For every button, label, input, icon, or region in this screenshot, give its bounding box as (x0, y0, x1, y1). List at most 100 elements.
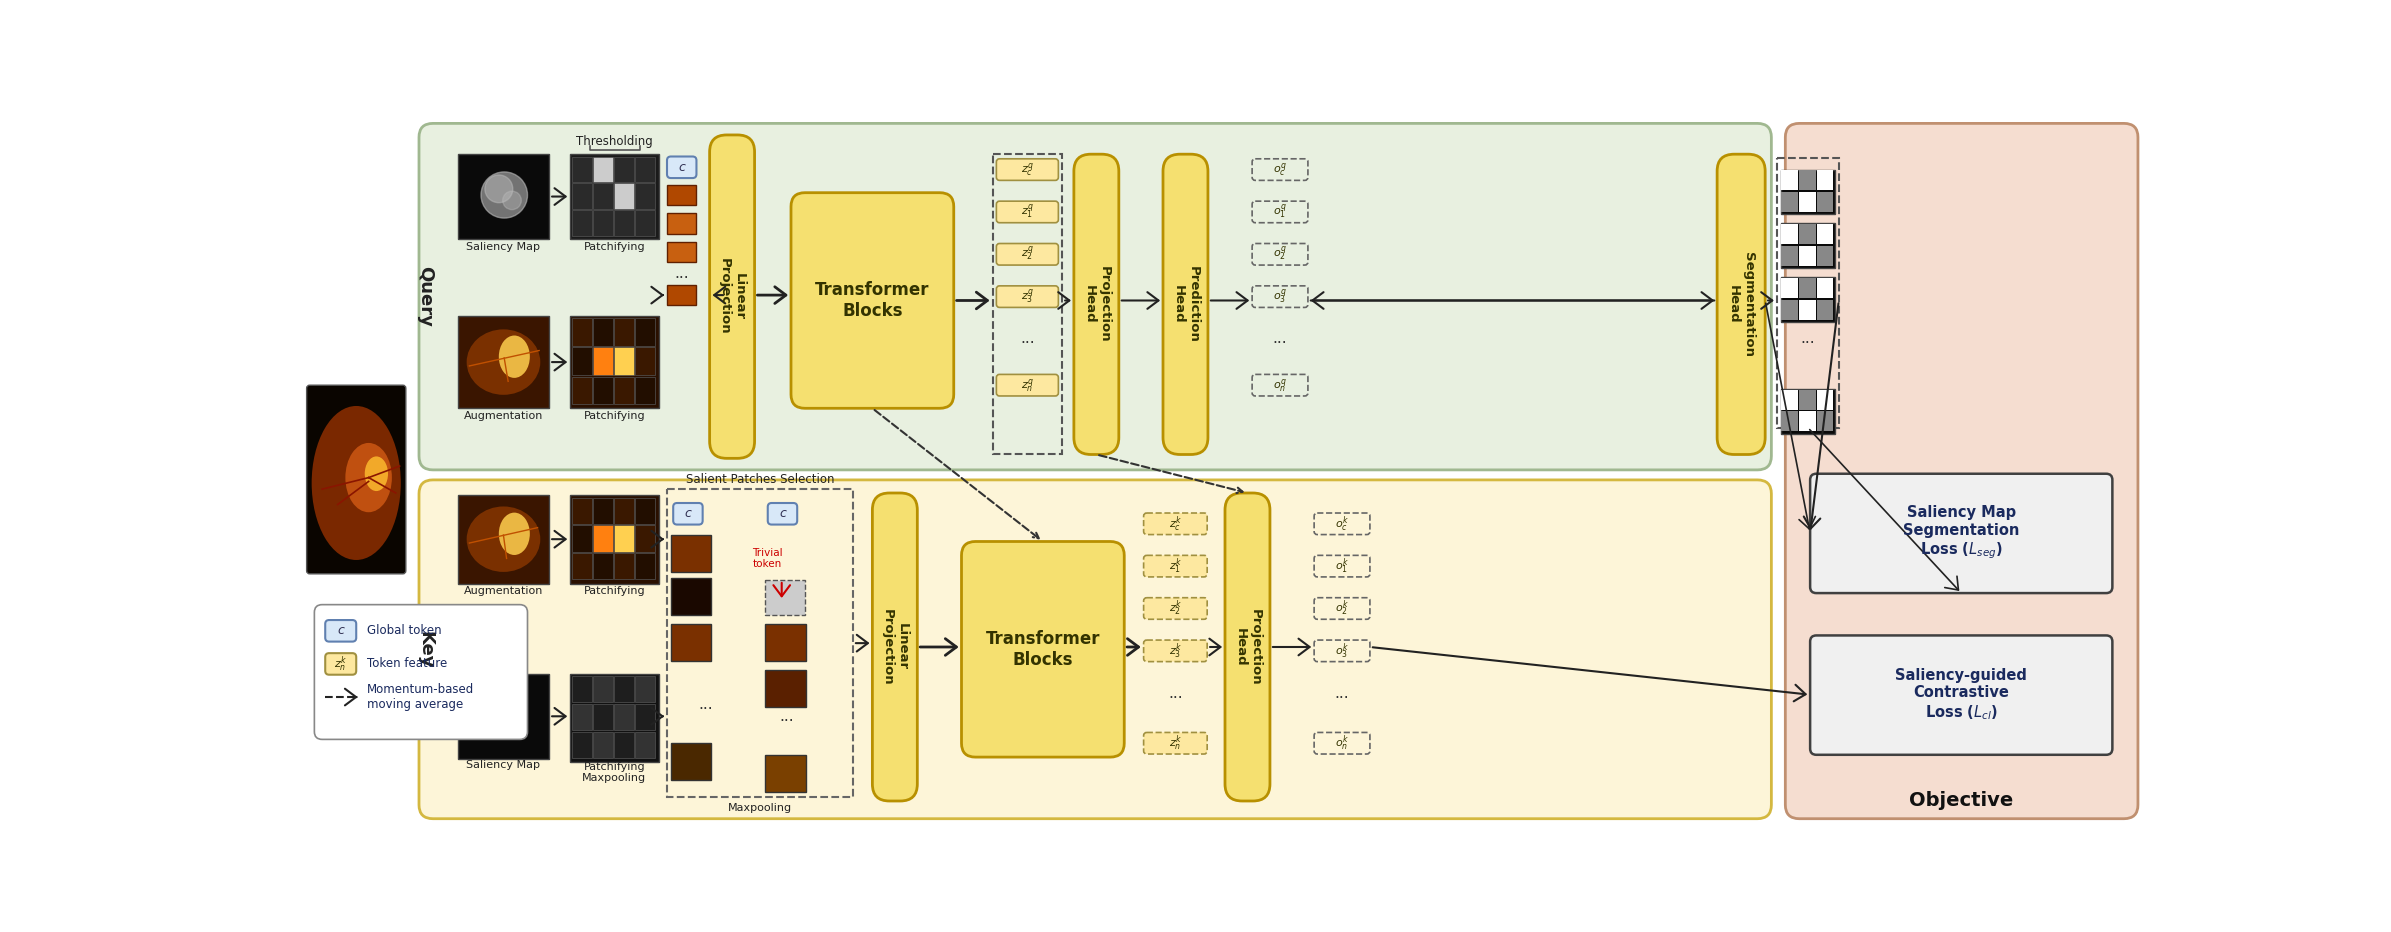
Bar (667, 185, 696, 205)
Bar (593, 677, 612, 703)
Ellipse shape (311, 406, 402, 560)
Text: $z_2^q$: $z_2^q$ (1021, 245, 1033, 264)
Bar (1817, 192, 1834, 212)
Text: Patchifying: Patchifying (583, 586, 646, 596)
Bar (569, 495, 660, 583)
Bar (667, 242, 696, 262)
Bar (636, 498, 655, 524)
Bar (1817, 300, 1834, 320)
Text: $z_c^k$: $z_c^k$ (1169, 514, 1181, 534)
Text: $o_1^q$: $o_1^q$ (1272, 203, 1286, 221)
Ellipse shape (344, 443, 392, 513)
Text: Patchifying: Patchifying (583, 241, 646, 252)
Bar (765, 755, 806, 792)
Text: ...: ... (779, 709, 794, 724)
Bar (1800, 246, 1815, 266)
Bar (1781, 224, 1834, 268)
Text: Projection
Head: Projection Head (1234, 609, 1262, 685)
Bar (593, 318, 612, 346)
Bar (636, 704, 655, 730)
Text: Augmentation: Augmentation (464, 411, 543, 421)
FancyBboxPatch shape (873, 493, 918, 801)
Text: c: c (684, 507, 691, 520)
Bar (593, 526, 612, 552)
Text: $o_1^k$: $o_1^k$ (1334, 556, 1349, 576)
Text: Saliency-guided
Contrastive
Loss ($L_{cl}$): Saliency-guided Contrastive Loss ($L_{cl… (1896, 668, 2028, 721)
FancyBboxPatch shape (1162, 154, 1207, 455)
FancyBboxPatch shape (710, 135, 756, 459)
Text: Linear
Projection: Linear Projection (880, 609, 909, 685)
Bar (569, 154, 660, 239)
Bar (571, 377, 593, 404)
Text: $z_1^q$: $z_1^q$ (1021, 203, 1033, 221)
Bar (1781, 278, 1798, 298)
Ellipse shape (366, 457, 387, 491)
Bar (571, 318, 593, 346)
Circle shape (483, 694, 526, 738)
Bar (614, 211, 634, 236)
Text: ...: ... (1800, 332, 1815, 347)
Bar (667, 213, 696, 234)
Text: Trivial
token: Trivial token (753, 548, 784, 569)
Bar (571, 211, 593, 236)
Bar (614, 348, 634, 376)
Text: Transformer
Blocks: Transformer Blocks (985, 630, 1100, 668)
Text: Query: Query (416, 267, 435, 327)
Text: $z_3^k$: $z_3^k$ (1169, 641, 1181, 661)
FancyBboxPatch shape (1717, 154, 1765, 455)
Bar (614, 157, 634, 182)
Bar (571, 732, 593, 758)
Ellipse shape (500, 513, 531, 555)
Bar (1817, 225, 1834, 244)
FancyBboxPatch shape (306, 385, 406, 574)
Text: Token feature: Token feature (368, 657, 447, 670)
Ellipse shape (466, 506, 540, 572)
Bar (593, 498, 612, 524)
Bar (614, 704, 634, 730)
Bar (636, 677, 655, 703)
Bar (992, 154, 1062, 455)
Text: Patchifying
Maxpooling: Patchifying Maxpooling (583, 761, 646, 783)
Bar (593, 732, 612, 758)
Bar (1817, 171, 1834, 190)
Bar (457, 495, 550, 583)
FancyBboxPatch shape (997, 286, 1059, 308)
Text: ...: ... (1272, 332, 1286, 347)
Bar (569, 674, 660, 762)
Bar (614, 677, 634, 703)
Circle shape (505, 715, 519, 730)
Text: Saliency Map: Saliency Map (466, 241, 540, 252)
Bar (614, 526, 634, 552)
Text: ...: ... (1169, 686, 1184, 701)
FancyBboxPatch shape (325, 620, 356, 641)
Bar (1817, 390, 1834, 410)
Bar (765, 670, 806, 707)
Text: $z_3^q$: $z_3^q$ (1021, 288, 1033, 306)
Bar (636, 211, 655, 236)
Bar (457, 674, 550, 759)
Text: c: c (337, 624, 344, 637)
Bar (571, 677, 593, 703)
Bar (1781, 411, 1798, 432)
Bar (1800, 225, 1815, 244)
FancyBboxPatch shape (1143, 597, 1207, 619)
Text: $o_3^q$: $o_3^q$ (1272, 288, 1286, 306)
Text: $z_c^q$: $z_c^q$ (1021, 161, 1033, 178)
Bar (667, 489, 854, 797)
FancyBboxPatch shape (1074, 154, 1119, 455)
Text: Transformer
Blocks: Transformer Blocks (815, 281, 930, 320)
Bar (672, 624, 710, 661)
FancyBboxPatch shape (997, 201, 1059, 223)
FancyBboxPatch shape (313, 605, 528, 739)
Bar (593, 184, 612, 209)
Text: $o_c^k$: $o_c^k$ (1334, 514, 1349, 534)
Bar (636, 348, 655, 376)
Text: $o_c^q$: $o_c^q$ (1272, 161, 1286, 178)
Bar (1781, 170, 1834, 214)
FancyBboxPatch shape (1810, 636, 2111, 755)
Text: Saliency Map
Segmentation
Loss ($L_{seg}$): Saliency Map Segmentation Loss ($L_{seg}… (1903, 505, 2020, 561)
Bar (457, 316, 550, 408)
Bar (636, 732, 655, 758)
Bar (457, 154, 550, 239)
Bar (765, 624, 806, 661)
